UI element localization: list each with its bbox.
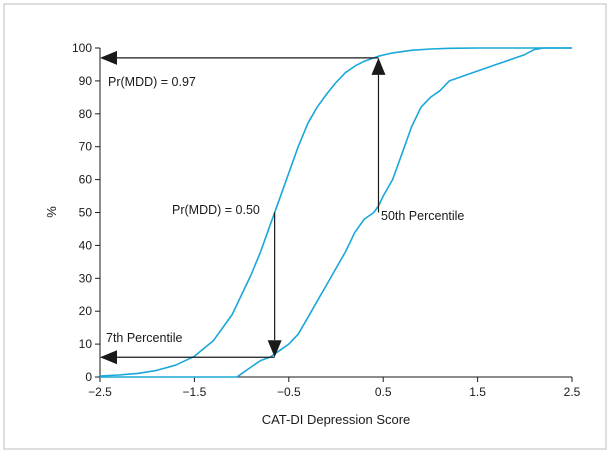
x-tick-label: 1.5 bbox=[469, 385, 486, 399]
x-tick-label: −2.5 bbox=[88, 385, 112, 399]
annotation-pr-mdd-097: Pr(MDD) = 0.97 bbox=[108, 75, 196, 89]
x-ticks: −2.5 −1.5 −0.5 0.5 1.5 2.5 bbox=[88, 377, 581, 399]
y-tick-label: 80 bbox=[79, 107, 93, 121]
arrow-head-3 bbox=[267, 340, 282, 358]
annotation-7th-percentile: 7th Percentile bbox=[106, 331, 182, 345]
y-tick-label: 0 bbox=[85, 370, 92, 384]
y-tick-label: 100 bbox=[72, 41, 92, 55]
series-line-2 bbox=[100, 47, 572, 378]
y-tick-label: 30 bbox=[79, 271, 93, 285]
y-tick-label: 20 bbox=[79, 304, 93, 318]
y-tick-label: 10 bbox=[79, 337, 93, 351]
x-tick-label: 0.5 bbox=[375, 385, 392, 399]
y-tick-label: 60 bbox=[79, 173, 93, 187]
arrow-head-1 bbox=[371, 57, 386, 75]
arrow-head-2 bbox=[100, 50, 117, 65]
x-tick-label: 2.5 bbox=[564, 385, 581, 399]
arrow-layer bbox=[100, 50, 386, 365]
y-tick-label: 70 bbox=[79, 140, 93, 154]
y-axis-label: % bbox=[44, 206, 59, 218]
y-ticks: 0 10 20 30 40 50 60 70 80 90 100 bbox=[72, 41, 100, 384]
x-tick-label: −0.5 bbox=[277, 385, 301, 399]
y-tick-label: 90 bbox=[79, 74, 93, 88]
annotation-pr-mdd-050: Pr(MDD) = 0.50 bbox=[172, 203, 260, 217]
annotation-50th-percentile: 50th Percentile bbox=[381, 209, 464, 223]
figure-border bbox=[3, 3, 607, 450]
y-tick-label: 50 bbox=[79, 206, 93, 220]
series-line-1 bbox=[99, 47, 572, 377]
series-layer bbox=[99, 47, 572, 378]
x-axis-label: CAT-DI Depression Score bbox=[262, 412, 411, 427]
x-tick-label: −1.5 bbox=[183, 385, 207, 399]
arrow-head-4 bbox=[100, 350, 117, 365]
y-tick-label: 40 bbox=[79, 238, 93, 252]
